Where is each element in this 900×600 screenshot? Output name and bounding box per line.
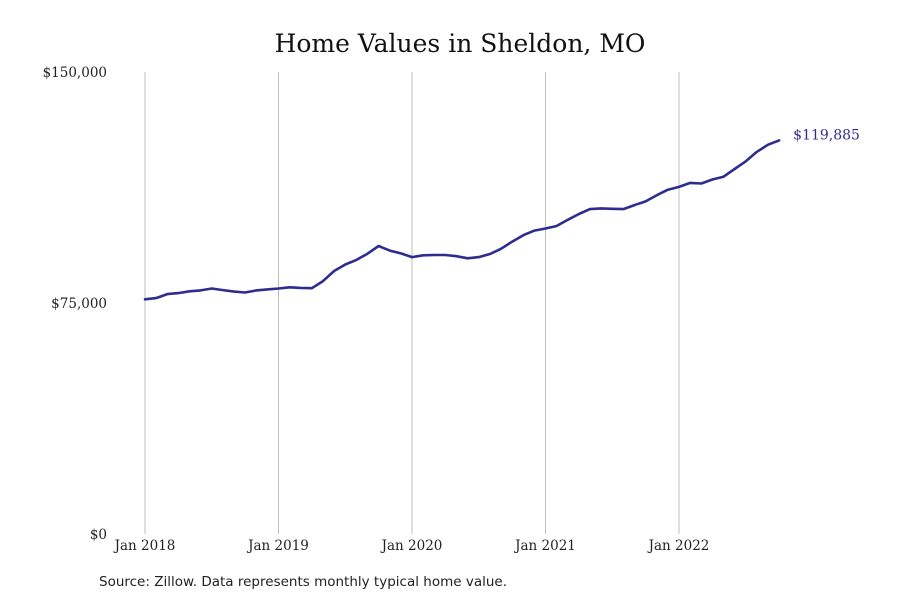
- x-tick-label: Jan 2018: [113, 538, 176, 554]
- x-tick-label: Jan 2019: [246, 538, 309, 554]
- end-value-label: $119,885: [793, 127, 860, 143]
- series-layer: [143, 139, 781, 301]
- x-tick-label: Jan 2020: [380, 538, 443, 554]
- x-tick-label: Jan 2022: [647, 538, 710, 554]
- source-footnote: Source: Zillow. Data represents monthly …: [99, 574, 507, 590]
- y-axis-ticks: $0 $75,000 $150,000: [43, 65, 107, 543]
- y-tick-label: $150,000: [43, 65, 107, 81]
- x-axis-ticks: Jan 2018 Jan 2019 Jan 2020 Jan 2021 Jan 2022: [113, 538, 710, 554]
- series-line-0: [143, 139, 781, 301]
- x-tick-label: Jan 2021: [513, 538, 576, 554]
- y-tick-label: $75,000: [51, 296, 107, 312]
- vertical-gridlines: [144, 72, 680, 534]
- y-tick-label: $0: [90, 527, 107, 543]
- chart-title: Home Values in Sheldon, MO: [275, 29, 646, 58]
